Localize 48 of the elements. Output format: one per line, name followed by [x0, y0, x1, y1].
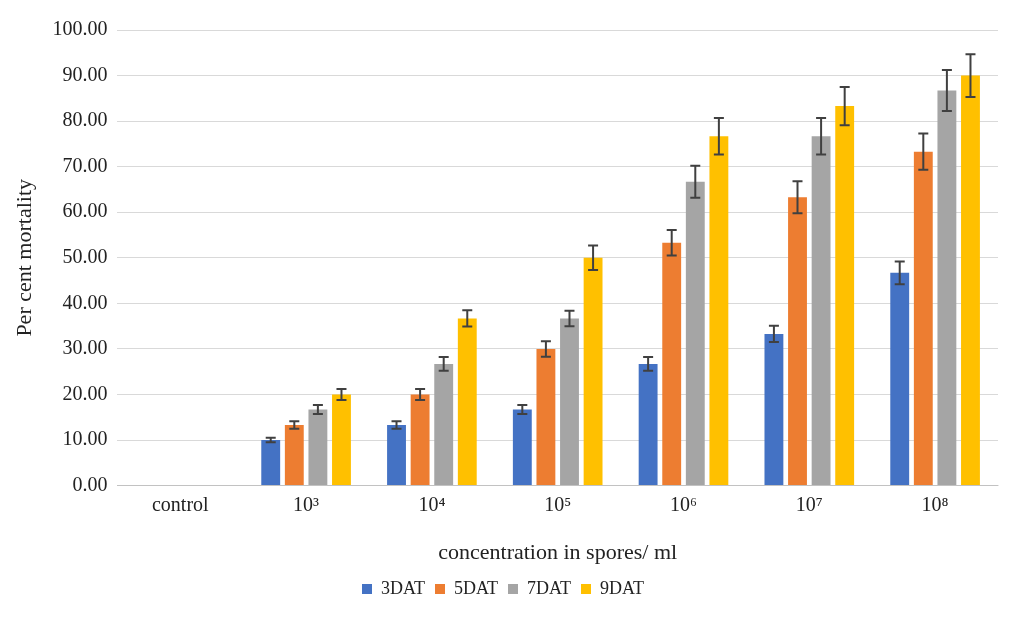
bar: [308, 409, 328, 486]
y-tick-label: 50.00: [62, 245, 108, 268]
bar: [261, 440, 281, 486]
y-tick-label: 80.00: [62, 108, 108, 131]
bar: [512, 409, 532, 486]
bar: [536, 348, 556, 486]
x-axis-title: concentration in spores/ ml: [438, 538, 678, 564]
x-tick-label: 10³: [293, 492, 320, 515]
x-tick-label: control: [151, 492, 210, 515]
legend-label: 9DAT: [600, 577, 644, 598]
y-tick-label: 70.00: [62, 153, 108, 176]
x-tick-label: 10⁵: [544, 492, 572, 515]
y-tick-label: 10.00: [62, 427, 108, 450]
bar: [662, 242, 682, 486]
bar: [811, 136, 831, 486]
x-tick-label: 10⁶: [670, 492, 698, 515]
bar: [560, 318, 579, 486]
y-axis-title: Per cent mortality: [10, 178, 36, 337]
bar: [890, 272, 910, 486]
bar: [961, 75, 980, 486]
y-tick-label: 40.00: [62, 290, 108, 313]
bar: [638, 363, 658, 486]
bar: [457, 318, 477, 486]
y-tick-label: 100.00: [52, 17, 108, 40]
bar: [434, 363, 454, 486]
bar: [788, 197, 807, 486]
y-tick-label: 30.00: [62, 336, 108, 359]
bar: [764, 333, 784, 486]
bar: [284, 425, 304, 486]
legend-label: 7DAT: [527, 577, 571, 598]
x-tick-label: 10⁸: [921, 492, 949, 515]
bar: [387, 425, 406, 486]
legend-label: 3DAT: [381, 577, 426, 598]
bar: [835, 106, 855, 486]
x-tick-label: 10⁷: [795, 492, 823, 515]
bar: [709, 136, 729, 486]
legend-label: 5DAT: [454, 577, 498, 598]
bar: [410, 394, 430, 486]
x-tick-label: 10⁴: [418, 492, 446, 515]
bar: [583, 257, 603, 486]
bar: [332, 394, 351, 486]
y-tick-label: 60.00: [62, 199, 108, 222]
bar: [937, 90, 957, 486]
bar: [685, 181, 705, 486]
y-tick-label: 90.00: [62, 62, 108, 85]
bar: [913, 151, 933, 486]
y-tick-label: 20.00: [62, 381, 108, 404]
y-tick-label: 0.00: [72, 472, 108, 495]
